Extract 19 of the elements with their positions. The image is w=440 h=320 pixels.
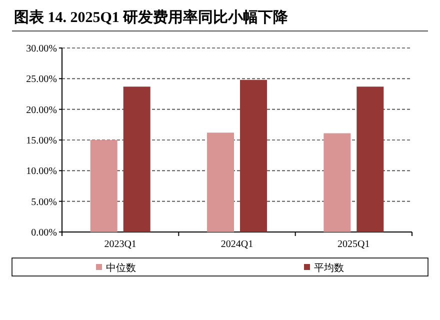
y-tick-label: 15.00%	[26, 136, 57, 146]
legend-label: 中位数	[106, 262, 136, 274]
y-tick-label: 20.00%	[26, 104, 57, 116]
bar	[324, 133, 351, 232]
y-tick-label: 0.00%	[31, 228, 57, 238]
x-tick-label: 2024Q1	[220, 239, 254, 250]
bar	[207, 132, 234, 232]
x-tick-label: 2023Q1	[104, 239, 136, 250]
y-tick-label: 10.00%	[26, 166, 57, 178]
bar	[240, 80, 267, 232]
bar	[356, 86, 384, 232]
y-tick-label: 5.00%	[31, 196, 57, 208]
y-tick-label: 25.00%	[26, 74, 57, 86]
chart-title: 图表 14. 2025Q1 研发费用率同比小幅下降	[14, 8, 290, 26]
legend-label: 平均数	[314, 262, 344, 274]
bar	[123, 86, 150, 232]
x-tick-label: 2025Q1	[338, 239, 370, 250]
y-tick-label: 30.00%	[26, 44, 57, 54]
bar	[90, 140, 118, 232]
